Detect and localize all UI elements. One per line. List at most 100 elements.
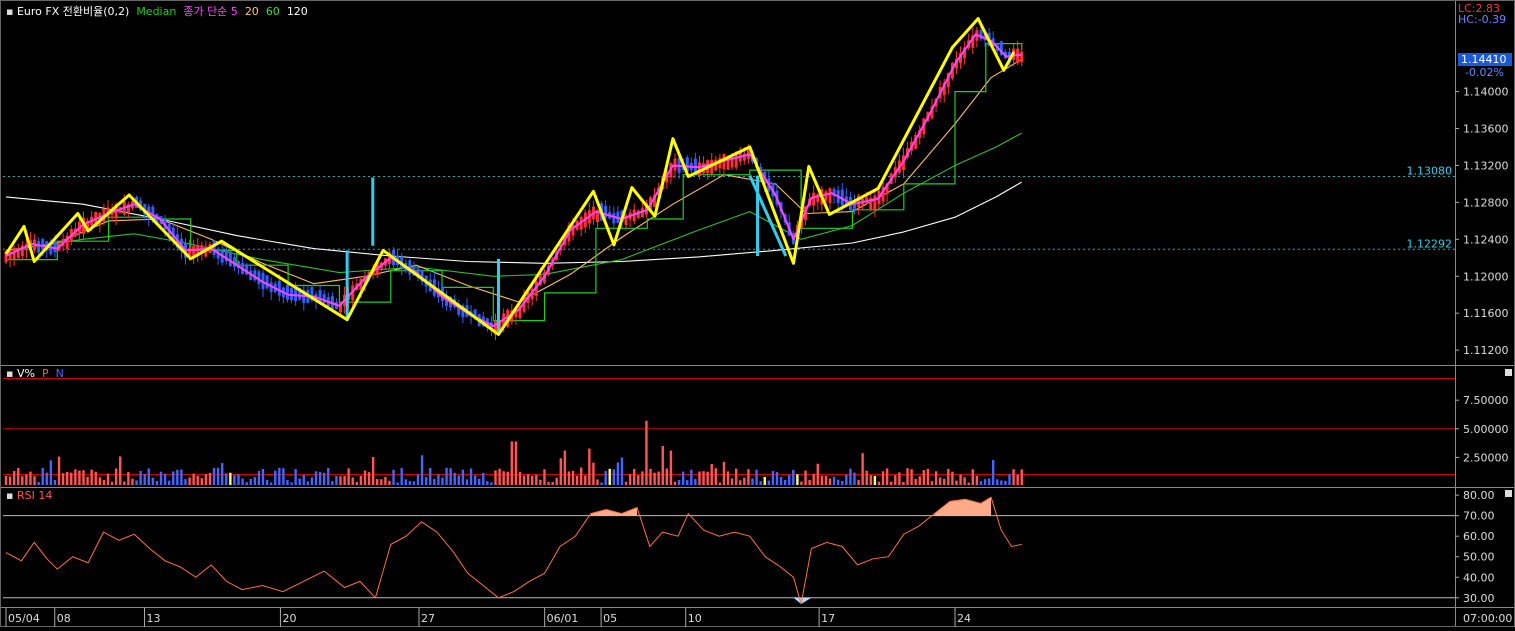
volume-bar xyxy=(726,471,730,485)
volume-bar xyxy=(812,473,815,485)
volume-bar xyxy=(690,469,693,485)
volume-bar xyxy=(237,474,240,485)
price-legend-item: 종가 단순 5 xyxy=(183,5,238,18)
volume-bar xyxy=(596,479,599,485)
volume-bar xyxy=(853,472,856,485)
volume-bar xyxy=(873,475,877,485)
volume-bar xyxy=(269,482,273,485)
x-axis-label: 24 xyxy=(957,612,971,625)
volume-bar xyxy=(290,482,293,485)
volume-bar xyxy=(832,476,836,485)
candle-body xyxy=(873,195,877,210)
volume-bar xyxy=(637,475,640,485)
volume-bar xyxy=(714,468,717,485)
candle-body xyxy=(697,162,701,177)
volume-bar xyxy=(706,471,709,485)
candle-body xyxy=(285,284,289,300)
volume-bar xyxy=(139,470,142,485)
candle-body xyxy=(959,52,963,64)
candle-body xyxy=(840,189,844,206)
volume-bar xyxy=(12,471,16,485)
candle-body xyxy=(726,157,730,170)
volume-bar xyxy=(429,467,432,485)
volume-bar xyxy=(718,482,722,485)
cyan-diagonal xyxy=(748,175,788,257)
volume-bar xyxy=(45,472,48,485)
volume-bar xyxy=(836,479,840,485)
volume-bar xyxy=(730,478,734,485)
volume-bar xyxy=(486,481,489,485)
volume-bar xyxy=(188,477,191,485)
volume-panel-button[interactable] xyxy=(1505,369,1512,376)
volume-bar xyxy=(845,474,848,485)
volume-bar xyxy=(963,477,966,485)
volume-bar xyxy=(677,479,681,485)
rsi-axis-label: 70.00 xyxy=(1463,510,1495,523)
volume-bar xyxy=(90,469,93,485)
volume-bar xyxy=(98,477,102,485)
volume-bar xyxy=(506,471,509,485)
volume-bar xyxy=(151,477,155,485)
x-axis-label: 10 xyxy=(688,612,702,625)
price-ref-label: 1.12292 xyxy=(1407,237,1453,250)
candle-body xyxy=(212,240,216,256)
candle-body xyxy=(37,241,41,253)
volume-bar xyxy=(526,474,530,485)
candle-body xyxy=(632,209,636,222)
candle-body xyxy=(595,210,599,223)
volume-axis-label: 5.00000 xyxy=(1463,423,1509,436)
candle-body xyxy=(461,305,465,318)
candle-body xyxy=(693,158,697,174)
x-axis-label: 05/04 xyxy=(8,612,40,625)
candle-body xyxy=(1020,51,1024,63)
volume-bar xyxy=(367,472,371,485)
volume-bar xyxy=(498,468,501,485)
x-axis-label: 06/01 xyxy=(547,612,579,625)
candle-body xyxy=(359,278,363,291)
volume-bar xyxy=(343,475,346,485)
volume-bar xyxy=(894,475,897,485)
volume-bar xyxy=(849,468,852,485)
volume-bar xyxy=(861,453,864,485)
candle-body xyxy=(277,280,281,296)
last-price-badge: 1.14410 xyxy=(1458,53,1512,66)
candle-body xyxy=(930,106,934,119)
rsi-axis-label: 80.00 xyxy=(1463,489,1495,502)
volume-bar xyxy=(119,456,122,485)
volume-bar xyxy=(184,479,187,485)
candle-body xyxy=(257,271,261,285)
volume-bar xyxy=(922,470,926,485)
volume-bar xyxy=(176,469,179,485)
volume-bar xyxy=(465,479,469,485)
candle-body xyxy=(640,208,644,218)
candle-body xyxy=(571,225,575,236)
volume-bar xyxy=(694,478,697,485)
rsi-legend: ▪ RSI 14 xyxy=(6,489,59,502)
volume-bar xyxy=(543,469,546,485)
volume-bar xyxy=(971,469,974,485)
candle-body xyxy=(473,309,477,319)
volume-bar xyxy=(947,469,950,485)
rsi-panel-button[interactable] xyxy=(1505,490,1512,497)
rsi-oversold-fill xyxy=(793,597,812,604)
price-legend: ▪ Euro FX 전환비율(0,2) Median 종가 단순 5 20 60 120 xyxy=(6,3,315,19)
volume-bar xyxy=(441,477,444,485)
candle-body xyxy=(41,239,45,250)
volume-bar xyxy=(535,474,538,485)
candle-body xyxy=(98,212,102,225)
volume-bar xyxy=(437,474,440,485)
volume-bar xyxy=(4,475,8,485)
volume-bar xyxy=(559,458,562,485)
volume-bar xyxy=(490,482,493,485)
volume-bar xyxy=(518,471,522,485)
volume-bar xyxy=(628,474,632,485)
volume-bar xyxy=(371,456,375,485)
candle-body xyxy=(12,248,16,260)
volume-bar xyxy=(212,467,216,485)
candle-body xyxy=(494,321,498,335)
volume-bar xyxy=(359,475,363,485)
volume-legend: ▪ V% P N xyxy=(6,367,71,380)
